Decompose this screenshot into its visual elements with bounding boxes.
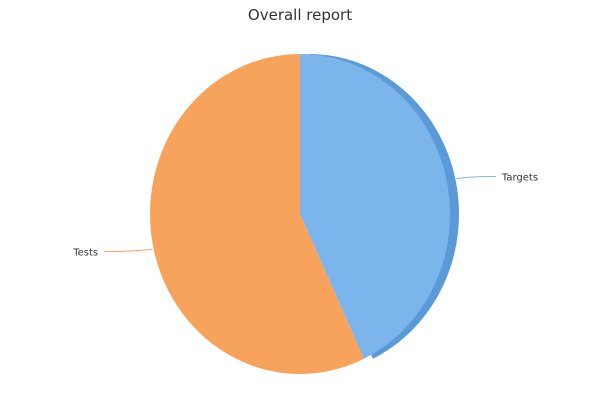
pie-slice-tests[interactable] [149, 54, 364, 374]
connector-targets [456, 176, 496, 180]
slice-label-tests: Tests [72, 248, 98, 259]
chart-title: Overall report [247, 6, 353, 24]
pie-slice-targets[interactable] [300, 54, 450, 359]
connector-tests [104, 248, 153, 252]
slice-label-targets: Targets [501, 173, 538, 184]
